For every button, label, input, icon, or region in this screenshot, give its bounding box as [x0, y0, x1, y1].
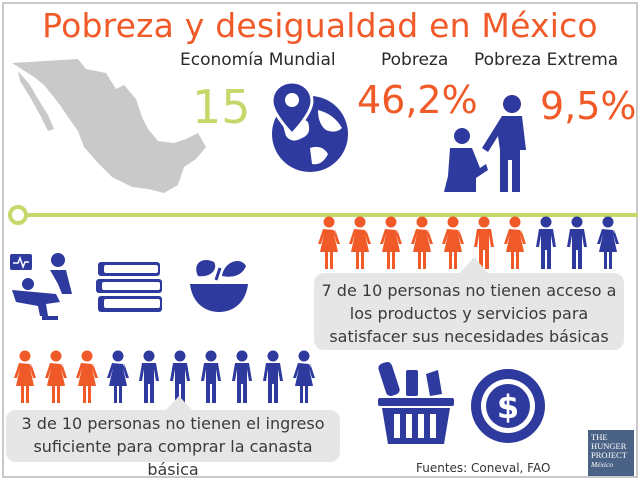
- person-woman-icon: [293, 350, 315, 403]
- person-woman-icon: [411, 216, 433, 269]
- people-row-2: [12, 350, 334, 406]
- person-man-icon: [567, 216, 587, 269]
- svg-text:$: $: [497, 388, 519, 426]
- fact-2-line-1: 3 de 10 personas no tienen el ingreso: [21, 414, 325, 433]
- page-title: Pobreza y desigualdad en México: [42, 6, 598, 45]
- fact-2-line-2: suficiente para comprar la canasta básic…: [33, 437, 313, 479]
- fact-2-bubble: 3 de 10 personas no tienen el ingreso su…: [6, 396, 340, 479]
- fact-1-line-1: 7 de 10 personas no tienen acceso a: [321, 281, 617, 300]
- pobreza-extrema-label: Pobreza Extrema: [474, 50, 619, 70]
- dentist-icon: [10, 253, 72, 320]
- person-man-icon: [536, 216, 556, 269]
- dollar-coin-icon: $: [471, 369, 545, 443]
- mexico-map-icon: [12, 59, 206, 193]
- person-man-icon: [263, 350, 283, 403]
- books-icon: [96, 262, 162, 312]
- person-woman-icon: [380, 216, 402, 269]
- pobreza-extrema-value: 9,5%: [540, 84, 637, 128]
- person-woman-icon: [504, 216, 526, 269]
- person-man-icon: [201, 350, 221, 403]
- person-woman-icon: [318, 216, 340, 269]
- pobreza-value: 46,2%: [357, 78, 478, 122]
- logo-line-3: PROJECT: [591, 450, 627, 460]
- person-woman-icon: [45, 350, 67, 403]
- source-text: Fuentes: Coneval, FAO: [416, 461, 551, 475]
- divider-line: [8, 205, 638, 225]
- fact-1-line-3: satisfacer sus necesidades básicas: [329, 327, 609, 346]
- grocery-basket-icon: [378, 361, 454, 444]
- logo-line-4: México: [591, 460, 614, 469]
- person-woman-icon: [349, 216, 371, 269]
- logo-line-2: HUNGER: [591, 441, 627, 451]
- hunger-project-logo[interactable]: THE HUNGER PROJECT México: [588, 430, 634, 476]
- fact-1-bubble: 7 de 10 personas no tienen acceso a los …: [314, 257, 624, 350]
- fact-1-line-2: los productos y servicios para: [349, 304, 589, 323]
- person-woman-icon: [442, 216, 464, 269]
- person-woman-icon: [76, 350, 98, 403]
- economia-value: 15: [192, 80, 251, 134]
- person-woman-icon: [107, 350, 129, 403]
- person-woman-icon: [14, 350, 36, 403]
- economia-label: Economía Mundial: [180, 50, 336, 70]
- pobreza-label: Pobreza: [381, 50, 449, 70]
- charity-people-icon: [444, 95, 526, 192]
- food-bowl-icon: [190, 259, 248, 312]
- person-man-icon: [139, 350, 159, 403]
- person-man-icon: [170, 350, 190, 403]
- globe-location-icon: [270, 80, 348, 172]
- logo-line-1: THE: [591, 432, 608, 442]
- person-woman-icon: [597, 216, 619, 269]
- person-man-icon: [232, 350, 252, 403]
